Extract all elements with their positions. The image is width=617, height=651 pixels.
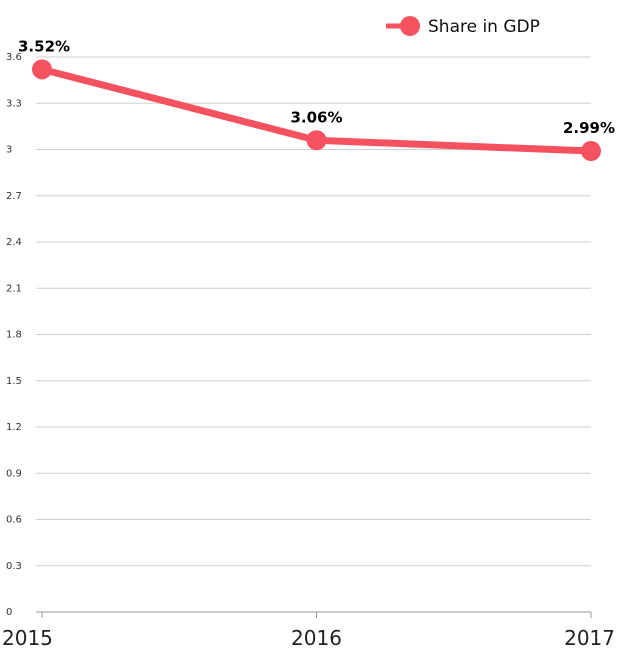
- y-axis-ticks: 0 0.3 0.6 0.9 1.2 1.5 1.8 2.1 2.4 2.7 3 3.3 3.6: [6, 52, 22, 618]
- y-tick-label: 3: [6, 145, 12, 156]
- y-tick-label: 0.9: [6, 468, 22, 479]
- legend-label: Share in GDP: [428, 17, 540, 37]
- data-labels: 3.52% 3.06% 2.99%: [18, 37, 615, 137]
- y-tick-label: 1.5: [6, 376, 22, 387]
- data-label: 3.52%: [18, 37, 70, 55]
- data-point[interactable]: [306, 130, 327, 151]
- x-tick-label: 2017: [564, 626, 615, 650]
- y-tick-label: 2.4: [6, 237, 22, 248]
- legend[interactable]: Share in GDP: [386, 16, 540, 37]
- y-tick-label: 0: [6, 607, 12, 618]
- y-tick-label: 3.6: [6, 52, 22, 63]
- x-axis-ticks: 2015 2016 2017: [2, 626, 615, 650]
- y-tick-label: 3.3: [6, 98, 22, 109]
- x-tick-label: 2016: [291, 626, 342, 650]
- y-tick-label: 1.8: [6, 330, 22, 341]
- legend-swatch-marker: [400, 16, 420, 36]
- gridlines: [36, 56, 591, 613]
- series-share-in-gdp: [32, 59, 601, 162]
- y-tick-label: 1.2: [6, 422, 22, 433]
- y-tick-label: 0.3: [6, 561, 22, 572]
- y-tick-label: 0.6: [6, 515, 22, 526]
- y-tick-label: 2.7: [6, 191, 22, 202]
- data-point[interactable]: [32, 59, 52, 80]
- x-tick-label: 2015: [2, 626, 53, 650]
- data-point[interactable]: [581, 141, 601, 162]
- x-axis: [41, 612, 592, 618]
- y-tick-label: 2.1: [6, 283, 22, 294]
- data-label: 3.06%: [290, 108, 342, 126]
- data-label: 2.99%: [563, 119, 615, 137]
